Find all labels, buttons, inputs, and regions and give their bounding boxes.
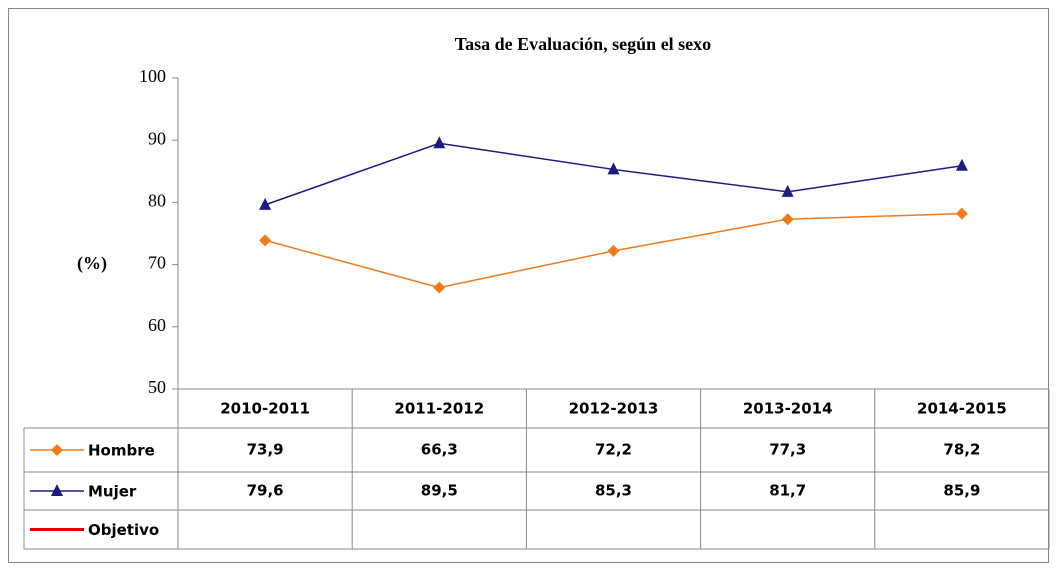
point	[433, 281, 446, 294]
y-tick-label: 50	[148, 377, 166, 397]
value-label: 81,7	[769, 482, 806, 500]
point	[955, 207, 968, 220]
point	[607, 244, 620, 257]
point	[781, 184, 794, 197]
value-label: 72,2	[595, 441, 632, 459]
point	[259, 234, 272, 247]
value-label: 79,6	[247, 482, 284, 500]
y-tick-label: 90	[148, 128, 166, 148]
x-tick-label: 2010-2011	[220, 400, 310, 418]
x-tick-label: 2013-2014	[743, 400, 833, 418]
chart-title: Tasa de Evaluación, según el sexo	[455, 34, 711, 54]
legend-label: Hombre	[88, 442, 155, 460]
x-tick-label: 2011-2012	[394, 400, 484, 418]
value-label: 66,3	[421, 441, 458, 459]
value-label: 73,9	[247, 441, 284, 459]
value-label: 85,9	[943, 482, 980, 500]
y-tick-label: 60	[148, 315, 166, 335]
point	[259, 197, 272, 210]
y-axis-title: (%)	[77, 253, 107, 274]
x-tick-label: 2014-2015	[917, 400, 1007, 418]
legend-label: Objetivo	[88, 521, 159, 539]
value-label: 78,2	[943, 441, 980, 459]
chart-border	[8, 8, 1049, 563]
point	[51, 484, 63, 496]
point	[607, 162, 620, 175]
point	[955, 158, 968, 171]
legend-label: Mujer	[88, 483, 137, 501]
value-label: 77,3	[769, 441, 806, 459]
y-tick-label: 80	[148, 191, 166, 211]
value-label: 89,5	[421, 482, 458, 500]
y-tick-label: 70	[148, 253, 166, 273]
point	[433, 136, 446, 149]
point	[781, 213, 794, 226]
point	[51, 444, 63, 456]
y-tick-label: 100	[139, 66, 166, 86]
x-tick-label: 2012-2013	[569, 400, 659, 418]
value-label: 85,3	[595, 482, 632, 500]
